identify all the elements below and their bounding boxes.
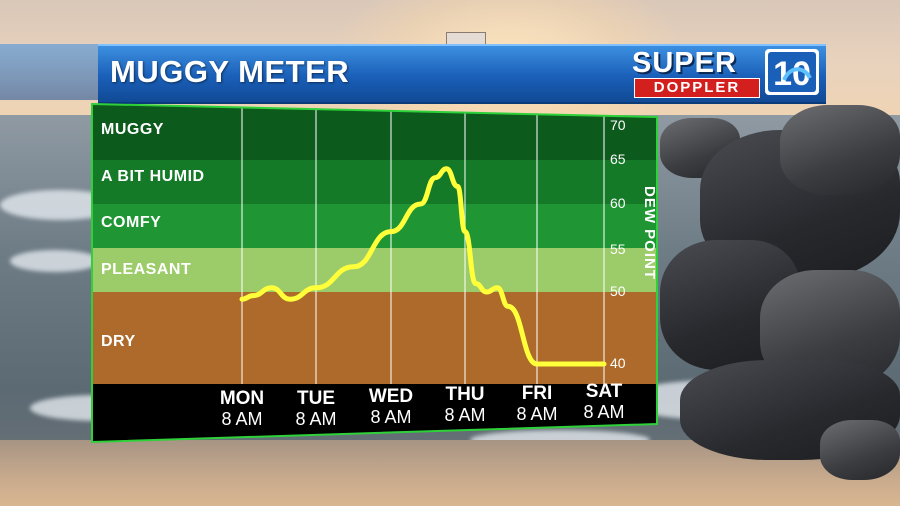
x-tick-label-mon: MON 8 AM: [202, 388, 282, 430]
band-muggy: [92, 104, 657, 160]
x-tick-day: THU: [445, 384, 485, 405]
chart-panel-border: [91, 102, 658, 444]
x-tick-day: FRI: [521, 383, 553, 404]
logo-wave-icon: [782, 67, 812, 81]
x-tick-time: 8 AM: [370, 407, 412, 427]
x-tick-time: 8 AM: [221, 409, 263, 429]
x-tick-label-sat: SAT 8 AM: [564, 381, 644, 423]
band-label-dry: DRY: [101, 333, 136, 350]
logo-ten-badge: 10: [765, 49, 819, 95]
x-tick-day: MON: [219, 388, 265, 409]
band-a-bit-humid: [92, 160, 657, 204]
x-tick-time: 8 AM: [295, 409, 337, 429]
y-tick-label: 55: [610, 241, 626, 257]
band-dry: [92, 292, 657, 384]
y-tick-label: 60: [610, 195, 626, 211]
y-tick-label: 50: [610, 283, 626, 299]
x-tick-time: 8 AM: [444, 405, 486, 425]
band-label-pleasant: PLEASANT: [101, 261, 192, 278]
x-tick-day: TUE: [297, 388, 335, 409]
y-tick-label: 65: [610, 151, 626, 167]
y-axis-label: DEW POINT: [641, 186, 658, 280]
x-tick-label-tue: TUE 8 AM: [276, 388, 356, 430]
band-pleasant: [92, 248, 657, 292]
station-logo: SUPER DOPPLER 10: [632, 47, 822, 98]
x-tick-time: 8 AM: [583, 402, 625, 422]
page-title: MUGGY METER: [110, 54, 350, 89]
band-label-a-bit-humid: A BIT HUMID: [101, 168, 205, 185]
band-label-comfy: COMFY: [101, 214, 162, 231]
x-tick-day: WED: [368, 386, 414, 407]
rock: [780, 105, 900, 195]
x-tick-label-thu: THU 8 AM: [425, 384, 505, 426]
x-tick-label-fri: FRI 8 AM: [497, 383, 577, 425]
logo-ten-number: 10: [773, 55, 811, 93]
logo-doppler-text: DOPPLER: [634, 78, 760, 98]
y-tick-label: 70: [610, 117, 626, 133]
logo-super-text: SUPER: [632, 47, 737, 79]
x-tick-label-wed: WED 8 AM: [351, 386, 431, 428]
y-tick-label: 40: [610, 355, 626, 371]
rock: [820, 420, 900, 480]
wave-foam: [10, 250, 100, 272]
x-tick-day: SAT: [585, 381, 623, 402]
title-bar-left-extension: [0, 44, 98, 100]
band-label-muggy: MUGGY: [101, 121, 164, 138]
x-tick-time: 8 AM: [516, 404, 558, 424]
